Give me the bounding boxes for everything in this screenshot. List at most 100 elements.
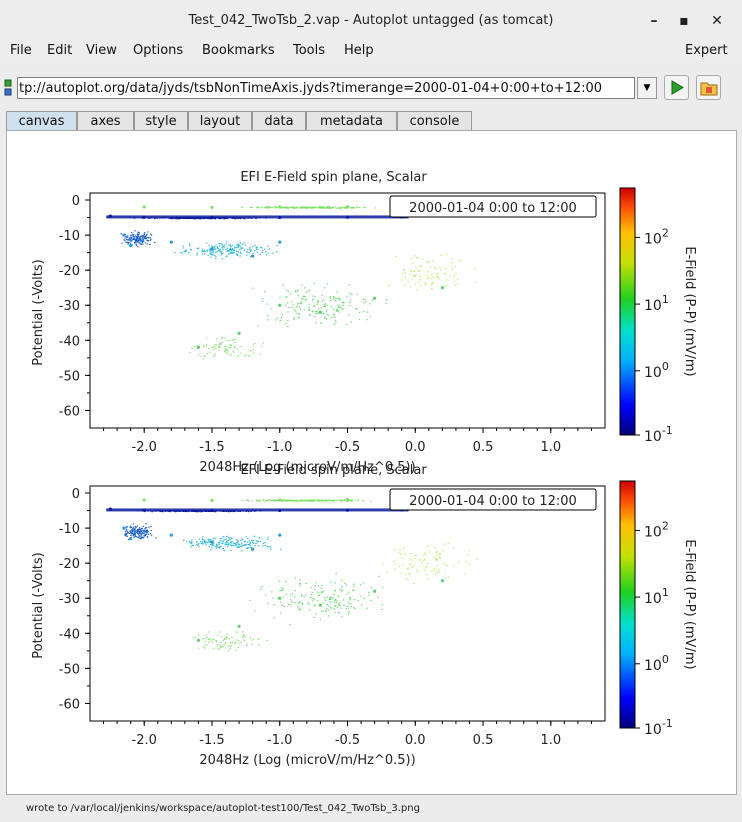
x-tick-label: -1.0 [267,440,292,455]
colorbar-tick-base: 10 [644,658,662,674]
data-point [278,533,282,537]
status-bar: wrote to /var/local/jenkins/workspace/au… [0,798,742,822]
colorbar-tick-base: 10 [644,298,662,314]
menu-bookmarks[interactable]: Bookmarks [202,43,275,58]
menu-bar: File Edit View Options Bookmarks Tools H… [0,40,742,62]
chevron-down-icon[interactable]: ▼ [637,77,657,99]
menu-tools[interactable]: Tools [293,43,326,58]
tab-data[interactable]: data [252,111,306,130]
colorbar-tick-exponent: 1 [662,586,669,599]
data-point [142,205,146,209]
colorbar-tick-label: 101 [644,586,669,607]
data-point [373,589,377,593]
data-point [169,533,173,537]
colorbar-tick-base: 10 [644,722,662,738]
data-point [318,603,322,607]
colorbar-tick-base: 10 [644,524,662,540]
tab-console[interactable]: console [397,111,472,130]
scatter-cloud [120,206,477,360]
y-axis-label: Potential (-Volts) [31,552,46,658]
data-point [196,345,201,349]
annotation-box [389,195,597,218]
data-point [122,233,126,237]
canvas-panel: EFI E-Field spin plane, Scalar 0 -10 -20 -30… [6,130,737,795]
colorbar-tick-label: 102 [644,519,669,540]
x-tick-label: 0.0 [405,733,426,748]
x-tick-label: 0.5 [473,440,494,455]
chart-1: EFI E-Field spin plane, Scalar0-10-20-30… [31,170,697,475]
x-tick-label: -1.0 [267,733,292,748]
chart-2: EFI E-Field spin plane, Scalar0-10-20-30… [31,463,697,768]
data-point [210,247,214,251]
x-tick-label: -2.0 [132,733,157,748]
data-point [440,579,444,583]
annotation-text: 2000-01-04 0:00 to 12:00 [409,494,577,509]
data-point [169,240,173,244]
data-point [278,205,282,209]
menu-help[interactable]: Help [344,43,374,58]
chart-title: EFI E-Field spin plane, Scalar [240,170,427,185]
menu-options[interactable]: Options [133,43,184,58]
window-minimize-icon[interactable]: – [650,13,658,29]
y-tick-label: -60 [59,404,80,419]
y-tick-label: 0 [72,487,80,502]
bookmark-folder-icon[interactable] [696,75,721,100]
colorbar-tick-base: 10 [644,231,662,247]
annotation-box [389,488,597,511]
data-point [278,240,282,244]
x-tick-label: -0.5 [335,440,360,455]
data-point [278,303,282,307]
y-tick-label: -50 [59,662,80,677]
plot-frame [89,485,606,722]
menu-expert[interactable]: Expert [685,43,728,58]
menu-file[interactable]: File [10,43,32,58]
trace-line [106,508,409,512]
data-point [440,286,444,290]
x-tick-label: -1.5 [199,440,224,455]
data-point [251,254,255,258]
data-point [278,596,282,600]
x-tick-label: 0.0 [405,440,426,455]
series-3 [196,286,444,349]
menu-view[interactable]: View [86,43,117,58]
data-point [345,205,350,209]
chart-title: EFI E-Field spin plane, Scalar [240,463,427,478]
colorbar-tick-exponent: 0 [662,653,669,666]
y-tick-label: -50 [59,369,80,384]
data-point [210,498,214,502]
x-tick-label: 1.0 [540,440,561,455]
window-close-icon[interactable]: ✕ [711,13,723,29]
colorbar-tick-exponent: 0 [662,360,669,373]
x-tick-label: -0.5 [335,733,360,748]
series-2 [122,233,282,258]
tab-metadata[interactable]: metadata [306,111,397,130]
window-maximize-icon[interactable]: ▪ [679,13,689,29]
tab-axes[interactable]: axes [77,111,134,130]
tab-layout[interactable]: layout [188,111,252,130]
data-point [237,331,241,335]
data-point [142,498,146,502]
data-point [237,624,241,628]
tab-style[interactable]: style [134,111,188,130]
data-point [210,205,214,209]
menu-edit[interactable]: Edit [47,43,73,58]
colorbar-tick-label: 100 [644,653,669,674]
tab-canvas[interactable]: canvas [6,111,77,130]
colorbar-tick-base: 10 [644,365,662,381]
y-tick-label: -20 [59,264,80,279]
colorbar-tick-exponent: 2 [662,519,669,532]
plot-canvas[interactable]: EFI E-Field spin plane, Scalar0-10-20-30… [7,131,736,794]
colorbar-tick-label: 101 [644,293,669,314]
address-row: tp://autoplot.org/data/jyds/tsbNonTimeAx… [0,74,742,106]
drag-handle-icon[interactable] [4,79,13,97]
y-tick-label: 0 [72,194,80,209]
data-point [196,638,201,642]
data-point [345,498,350,502]
x-tick-label: -2.0 [132,440,157,455]
y-tick-label: -60 [59,697,80,712]
address-input[interactable]: tp://autoplot.org/data/jyds/tsbNonTimeAx… [17,77,635,99]
colorbar-tick-label: 10-1 [644,717,673,738]
play-icon[interactable] [664,75,689,100]
x-tick-label: 0.5 [473,733,494,748]
annotation-text: 2000-01-04 0:00 to 12:00 [409,201,577,216]
